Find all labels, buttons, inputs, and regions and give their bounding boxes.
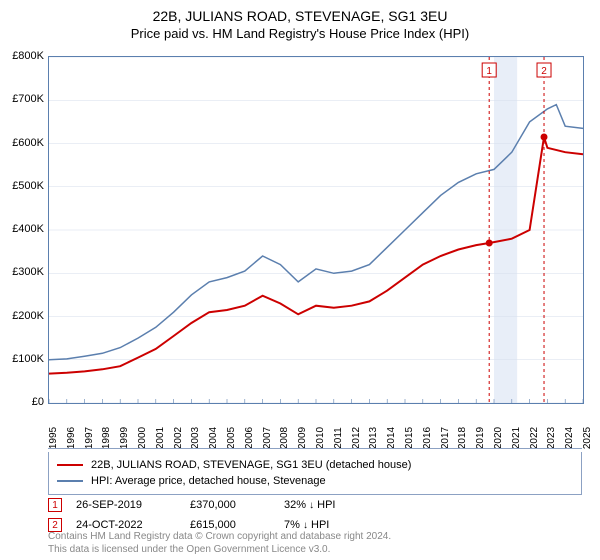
- legend-swatch-1: [57, 464, 83, 466]
- chart-container: 22B, JULIANS ROAD, STEVENAGE, SG1 3EU Pr…: [0, 0, 600, 560]
- legend-swatch-2: [57, 480, 83, 482]
- legend-top-border: [48, 448, 582, 449]
- svg-text:1: 1: [486, 66, 492, 77]
- footnote: Contains HM Land Registry data © Crown c…: [48, 530, 391, 556]
- legend-label-1: 22B, JULIANS ROAD, STEVENAGE, SG1 3EU (d…: [91, 457, 411, 473]
- legend-box: 22B, JULIANS ROAD, STEVENAGE, SG1 3EU (d…: [48, 452, 582, 495]
- plot-area: 12: [48, 56, 584, 404]
- svg-text:2: 2: [541, 66, 547, 77]
- event-row-1: 1 26-SEP-2019 £370,000 32% ↓ HPI: [48, 498, 582, 512]
- chart-subtitle: Price paid vs. HM Land Registry's House …: [0, 24, 600, 47]
- event-price-1: £370,000: [190, 499, 270, 511]
- chart-title: 22B, JULIANS ROAD, STEVENAGE, SG1 3EU: [0, 0, 600, 24]
- down-arrow-icon: ↓: [309, 500, 314, 511]
- legend-row-1: 22B, JULIANS ROAD, STEVENAGE, SG1 3EU (d…: [57, 457, 573, 473]
- event-date-1: 26-SEP-2019: [76, 499, 176, 511]
- legend-label-2: HPI: Average price, detached house, Stev…: [91, 473, 326, 489]
- event-marker-1: 1: [48, 498, 62, 512]
- legend-row-2: HPI: Average price, detached house, Stev…: [57, 473, 573, 489]
- event-pct-1: 32% ↓ HPI: [284, 499, 336, 511]
- footnote-line-2: This data is licensed under the Open Gov…: [48, 543, 391, 556]
- footnote-line-1: Contains HM Land Registry data © Crown c…: [48, 530, 391, 543]
